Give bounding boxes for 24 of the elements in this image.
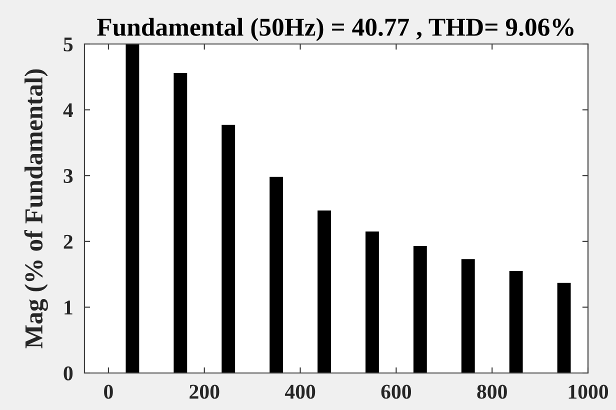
bar — [413, 246, 427, 373]
bar — [174, 72, 188, 373]
y-tick-label: 3 — [64, 169, 73, 184]
x-tick-label: 1000 — [568, 384, 608, 399]
y-tick-label: 1 — [64, 300, 72, 314]
x-tick-label: 600 — [381, 384, 412, 399]
bar — [557, 282, 571, 373]
y-tick-label: 0 — [64, 366, 73, 380]
x-tick-label: 0 — [104, 384, 113, 399]
bar — [270, 176, 284, 373]
bar — [509, 271, 523, 373]
bar — [126, 44, 140, 373]
bar — [366, 232, 379, 373]
y-tick-label: 2 — [64, 234, 72, 249]
y-tick-label: 5 — [64, 38, 73, 52]
x-tick-label: 200 — [190, 384, 220, 399]
x-tick-label: 400 — [284, 384, 316, 399]
bar — [318, 210, 331, 373]
y-tick-label: 4 — [63, 103, 73, 118]
x-tick-label: 800 — [477, 384, 507, 399]
y-axis-title: Mag (% of Fundamental) — [24, 69, 48, 348]
chart-title: Fundamental (50Hz) = 40.77 , THD= 9.06% — [97, 18, 574, 42]
bar — [461, 259, 475, 373]
bar — [222, 124, 236, 373]
